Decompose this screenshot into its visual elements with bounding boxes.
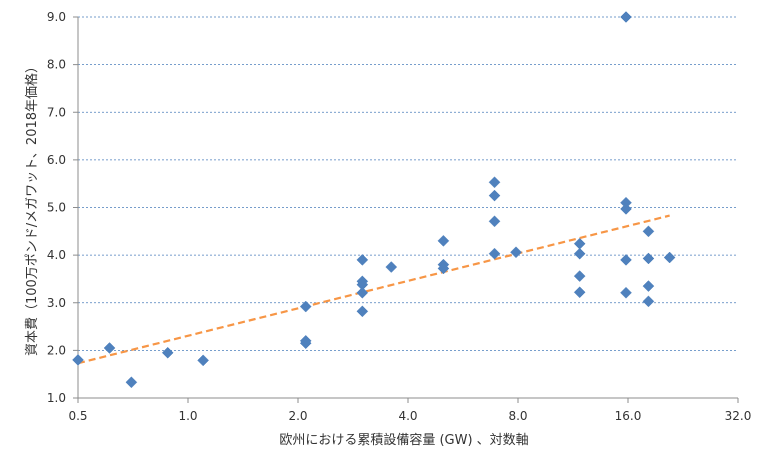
data-point-diamond <box>488 176 501 189</box>
data-point-diamond <box>620 254 632 266</box>
data-point-diamond <box>663 251 676 264</box>
y-tick-label: 4.0 <box>47 248 66 262</box>
data-point-diamond <box>573 270 586 282</box>
data-point-diamond <box>620 203 632 215</box>
data-point-diamond <box>510 246 522 259</box>
y-tick-label: 7.0 <box>47 105 66 119</box>
data-point-diamond <box>197 354 209 367</box>
data-point-diamond <box>488 189 501 202</box>
y-tick-label: 5.0 <box>47 201 66 215</box>
data-point-diamond <box>299 300 312 313</box>
x-tick-label: 16.0 <box>615 409 642 423</box>
trendline-layer <box>77 214 670 365</box>
data-point-diamond <box>72 354 84 366</box>
data-point-diamond <box>573 247 586 260</box>
data-point-diamond <box>642 252 655 265</box>
data-point-diamond <box>299 337 312 350</box>
data-point-diamond <box>125 376 138 389</box>
y-tick-label: 8.0 <box>47 58 66 72</box>
data-point-diamond <box>161 346 174 359</box>
y-tick-label: 1.0 <box>47 391 66 405</box>
grid-lines <box>78 16 738 351</box>
data-point-diamond <box>573 286 586 299</box>
data-point-diamond <box>356 286 369 299</box>
x-tick-label: 0.5 <box>68 409 87 423</box>
data-point-diamond <box>488 215 501 228</box>
x-tick-label: 1.0 <box>178 409 197 423</box>
data-point-diamond <box>103 342 116 354</box>
data-point-diamond <box>642 295 655 308</box>
data-point-diamond <box>437 234 450 247</box>
tick-labels: 1.02.03.04.05.06.07.08.09.00.5 1.0 2.0 4.0 8… <box>47 10 751 423</box>
data-point-diamond <box>356 254 369 266</box>
data-point-diamond <box>437 262 450 275</box>
x-tick-label: 2.0 <box>288 409 307 423</box>
data-point-diamond <box>385 261 398 273</box>
data-point-diamond <box>356 305 369 318</box>
y-tick-label: 2.0 <box>47 343 66 357</box>
axes <box>73 16 739 403</box>
y-tick-label: 3.0 <box>47 296 66 310</box>
x-tick-label: 4.0 <box>398 409 417 423</box>
data-point-diamond <box>642 280 655 292</box>
data-point-diamond <box>620 286 632 299</box>
y-tick-label: 6.0 <box>47 153 66 167</box>
y-axis-title: 資本費（100万ポンド/メガワット、2018年価格） <box>24 60 40 356</box>
x-tick-label: 8.0 <box>508 409 527 423</box>
x-tick-label: 32.0 <box>725 409 752 423</box>
data-points <box>72 11 676 389</box>
data-point-diamond <box>620 11 632 23</box>
data-point-diamond <box>488 247 501 260</box>
trendline <box>77 214 670 365</box>
y-tick-label: 9.0 <box>47 10 66 24</box>
x-axis-title: 欧州における累積設備容量 (GW) 、対数軸 <box>279 432 528 448</box>
data-point-diamond <box>642 225 655 238</box>
